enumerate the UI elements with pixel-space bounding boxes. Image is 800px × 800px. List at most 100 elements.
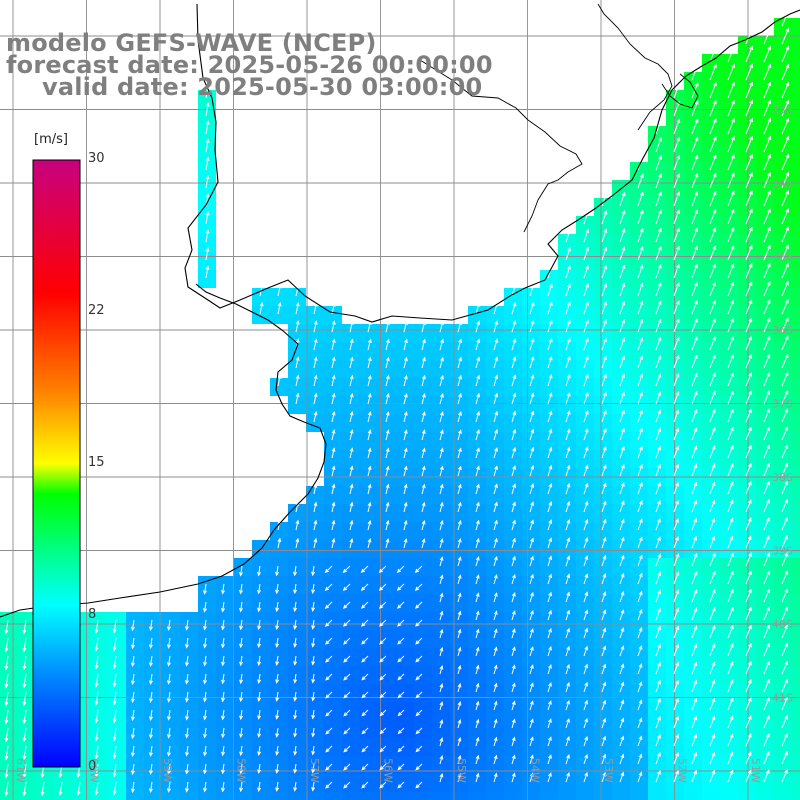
wind-speed-cell	[486, 324, 504, 342]
wind-arrow	[619, 500, 625, 513]
wind-arrow	[619, 427, 625, 441]
wind-arrow	[295, 356, 300, 369]
wind-speed-cell	[198, 576, 216, 594]
wind-arrow	[691, 154, 699, 171]
wind-arrow	[403, 483, 408, 495]
wind-arrow	[313, 320, 318, 333]
wind-arrow	[691, 517, 698, 531]
wind-speed-cell	[738, 612, 756, 630]
wind-arrow	[763, 588, 770, 603]
wind-speed-cell	[792, 774, 800, 792]
wind-speed-cell	[468, 558, 486, 576]
wind-speed-cell	[738, 486, 756, 504]
wind-arrow	[709, 445, 716, 459]
colorbar-tick-label: 15	[88, 455, 105, 470]
wind-speed-cell	[450, 594, 468, 612]
wind-speed-cell	[414, 684, 432, 702]
wind-speed-cell	[270, 378, 288, 396]
wind-arrow	[367, 392, 372, 405]
wind-arrow	[619, 355, 626, 369]
wind-arrow	[781, 389, 789, 405]
wind-arrow	[529, 501, 535, 513]
wind-arrow	[239, 565, 243, 577]
wind-arrow	[325, 727, 333, 735]
wind-arrow	[361, 619, 369, 627]
wind-arrow	[149, 727, 153, 739]
wind-arrow	[493, 537, 498, 549]
wind-speed-cell	[684, 324, 702, 342]
wind-speed-cell	[612, 792, 630, 800]
wind-speed-cell	[468, 540, 486, 558]
wind-speed-cell	[0, 630, 18, 648]
wind-arrow	[457, 664, 462, 675]
wind-arrow	[367, 501, 372, 513]
wind-arrow	[673, 427, 680, 441]
wind-speed-cell	[792, 450, 800, 468]
wind-arrow	[673, 263, 680, 279]
wind-speed-cell	[738, 126, 756, 144]
wind-speed-cell	[630, 414, 648, 432]
wind-speed-cell	[18, 630, 36, 648]
wind-speed-cell	[612, 306, 630, 324]
wind-speed-cell	[648, 414, 666, 432]
wind-speed-cell	[342, 738, 360, 756]
wind-arrow	[221, 673, 225, 685]
wind-speed-cell	[180, 630, 198, 648]
wind-arrow	[655, 118, 663, 135]
wind-speed-cell	[432, 414, 450, 432]
wind-speed-cell	[18, 720, 36, 738]
wind-arrow	[493, 501, 498, 513]
wind-speed-cell	[540, 270, 558, 288]
wind-speed-cell	[684, 378, 702, 396]
wind-arrow	[421, 411, 426, 423]
wind-arrow	[167, 619, 171, 631]
wind-speed-cell	[450, 558, 468, 576]
wind-speed-cell	[774, 126, 792, 144]
wind-speed-cell	[792, 738, 800, 756]
wind-arrow	[277, 537, 282, 549]
wind-speed-cell	[468, 414, 486, 432]
wind-speed-cell	[576, 612, 594, 630]
wind-arrow	[601, 645, 607, 657]
wind-speed-cell	[576, 684, 594, 702]
wind-speed-cell	[414, 558, 432, 576]
wind-speed-cell	[630, 504, 648, 522]
wind-speed-cell	[666, 360, 684, 378]
wind-speed-cell	[576, 738, 594, 756]
wind-speed-cell	[594, 630, 612, 648]
wind-arrow	[727, 517, 734, 531]
wind-arrow	[205, 156, 210, 171]
wind-arrow	[421, 465, 426, 477]
wind-arrow	[601, 427, 607, 441]
wind-speed-cell	[396, 432, 414, 450]
wind-speed-cell	[396, 666, 414, 684]
wind-arrow	[673, 227, 680, 243]
wind-speed-cell	[558, 756, 576, 774]
wind-speed-cell	[738, 774, 756, 792]
wind-arrow	[203, 763, 207, 775]
wind-arrow	[745, 117, 753, 135]
wind-speed-cell	[522, 540, 540, 558]
wind-arrow	[403, 465, 408, 477]
wind-speed-cell	[630, 594, 648, 612]
wind-speed-cell	[720, 576, 738, 594]
coastline-western-shore	[0, 283, 327, 618]
wind-speed-cell	[702, 450, 720, 468]
wind-arrow	[421, 320, 426, 333]
wind-arrow	[601, 373, 607, 387]
wind-arrow	[601, 391, 607, 405]
wind-arrow	[745, 262, 753, 279]
wind-arrow	[565, 645, 570, 657]
wind-arrow	[673, 191, 681, 207]
wind-arrow	[349, 356, 354, 369]
wind-arrow	[601, 337, 607, 351]
wind-speed-cell	[396, 522, 414, 540]
wind-arrow	[475, 754, 480, 765]
wind-arrow	[4, 727, 9, 743]
wind-speed-cell	[594, 342, 612, 360]
wind-arrow	[325, 637, 333, 645]
wind-speed-cell	[450, 504, 468, 522]
wind-speed-cell	[576, 288, 594, 306]
latitude-label: 40S	[772, 618, 793, 631]
wind-speed-cell	[774, 522, 792, 540]
